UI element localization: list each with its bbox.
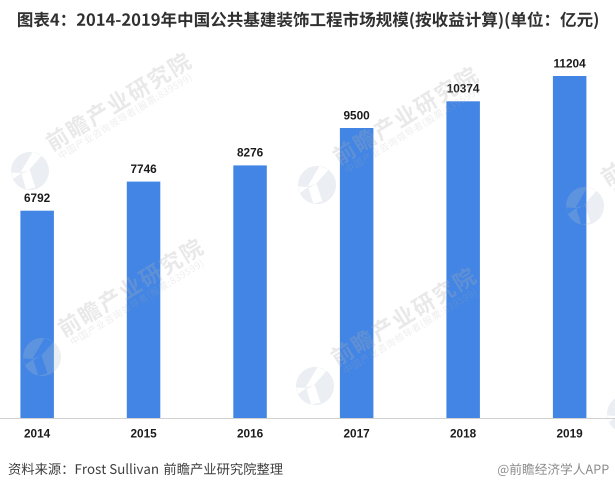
svg-text:11204: 11204 <box>554 56 587 70</box>
svg-text:2019: 2019 <box>556 427 583 441</box>
svg-text:6792: 6792 <box>24 191 51 205</box>
svg-text:8276: 8276 <box>237 146 264 160</box>
svg-text:2014: 2014 <box>24 427 51 441</box>
svg-text:7746: 7746 <box>130 162 157 176</box>
svg-text:9500: 9500 <box>343 108 370 122</box>
svg-text:2015: 2015 <box>130 427 157 441</box>
svg-text:2017: 2017 <box>343 427 370 441</box>
svg-text:2018: 2018 <box>450 427 477 441</box>
svg-text:2016: 2016 <box>237 427 264 441</box>
